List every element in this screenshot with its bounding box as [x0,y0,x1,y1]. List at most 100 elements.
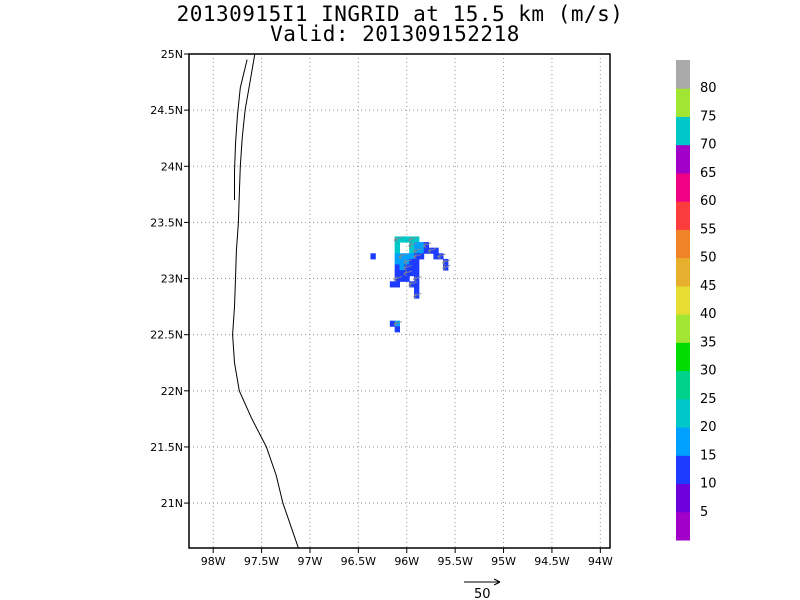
wind-cell [399,258,405,266]
lon-tick-label: 96W [394,555,419,568]
colorbar-swatch [676,455,690,485]
colorbar-swatch [676,88,690,117]
coastline-path [232,54,299,548]
colorbar-swatch [676,398,690,428]
wind-cell [409,247,415,254]
wind-cell [418,242,425,249]
wind-vector [403,264,412,271]
chart-subtitle: Valid: 201309152218 [270,22,520,46]
wind-vector [413,248,422,254]
colorbar-swatch [676,285,690,315]
wind-vector [437,253,446,260]
coastline [232,54,299,548]
wind-cell [433,253,439,260]
wind-vector [393,276,403,282]
colorbar-swatch [676,342,690,372]
wind-cell [399,275,405,282]
colorbar-label: 75 [700,109,717,124]
colorbar: 5 10 15 20 25 30 35 40 45 50 55 60 65 70 75 80 [676,60,717,541]
wind-cell [414,247,420,254]
colorbar-swatch [676,483,690,513]
colorbar-label: 70 [700,138,717,153]
lon-tick-label: 95.5W [437,555,472,568]
wind-cell [404,275,410,282]
wind-cell [414,258,420,266]
wind-cell [394,253,400,260]
colorbar-label: 65 [700,166,717,181]
wind-cell [394,236,400,243]
map-frame [188,53,611,549]
wind-vector [442,259,451,266]
colorbar-label: 60 [700,194,717,209]
wind-cell [394,320,400,327]
lat-tick-label: 24.5N [150,104,183,117]
wind-vector [408,236,417,243]
latitude-axis: 21N 21.5N 22N 22.5N 23N 23.5N 24N 24.5N 25N [150,48,189,510]
wind-cell [414,270,420,277]
wind-cell [394,258,400,266]
wind-vector [408,281,417,288]
wind-cell [409,258,415,266]
wind-cell [433,247,439,254]
lat-tick-label: 25N [161,48,183,61]
wind-vector [408,242,417,249]
lon-tick-label: 94W [588,555,613,568]
colorbar-label: 80 [700,81,717,96]
wind-cell [370,253,376,260]
wind-cell [404,236,410,243]
lat-tick-label: 22N [161,385,183,398]
wind-cell [414,242,420,249]
colorbar-swatch [676,172,690,202]
wind-cell [399,264,405,271]
colorbar-label: 25 [700,392,717,407]
wind-cell [394,281,400,288]
wind-cell [443,264,449,271]
reference-vector-label: 50 [474,587,491,600]
wind-cell [399,253,405,260]
wind-cell [414,236,420,243]
wind-cell [404,264,410,271]
colorbar-label: 15 [700,448,717,463]
lat-tick-label: 24N [161,160,183,173]
colorbar-label: 5 [700,505,708,520]
colorbar-swatch [676,144,690,174]
colorbar-swatch [676,116,690,146]
colorbar-label: 40 [700,307,717,322]
colorbar-swatch [676,427,690,456]
wind-cell [404,253,410,260]
wind-cell [409,236,415,243]
colorbar-swatch [676,370,690,400]
wind-vector [442,264,451,271]
wind-cell [389,320,396,327]
colorbar-swatch [676,314,690,343]
lat-tick-label: 21.5N [150,441,183,454]
wind-vector [403,270,412,277]
wind-cell [414,281,420,288]
colorbar-swatch [676,60,690,89]
lon-tick-label: 97.5W [244,555,279,568]
colorbar-swatch [676,257,690,287]
wind-vector [413,253,422,260]
longitude-axis: 98W 97.5W 97W 96.5W 96W 95.5W 95W 94.5W 94W [201,548,613,568]
wind-cell [399,236,405,243]
wind-cell [404,258,410,266]
lon-tick-label: 95W [491,555,516,568]
colorbar-label: 35 [700,335,717,350]
colorbar-label: 50 [700,251,717,266]
wind-cell [423,242,430,249]
lat-tick-label: 23N [161,273,183,286]
wind-vector [413,276,422,282]
wind-cell [394,270,400,277]
wind-cell [399,270,405,277]
lat-tick-label: 23.5N [150,216,183,229]
colorbar-label: 30 [700,364,717,379]
wind-cell [443,258,449,266]
chart-title: 20130915I1 INGRID at 15.5 km (m/s) [176,2,624,26]
colorbar-swatch [676,201,690,230]
lat-tick-label: 21N [161,497,183,510]
wind-cell [409,270,415,277]
wind-cell [418,253,425,260]
colorbar-swatch [676,511,690,541]
wind-cell [414,253,420,260]
wind-cell [394,275,400,282]
